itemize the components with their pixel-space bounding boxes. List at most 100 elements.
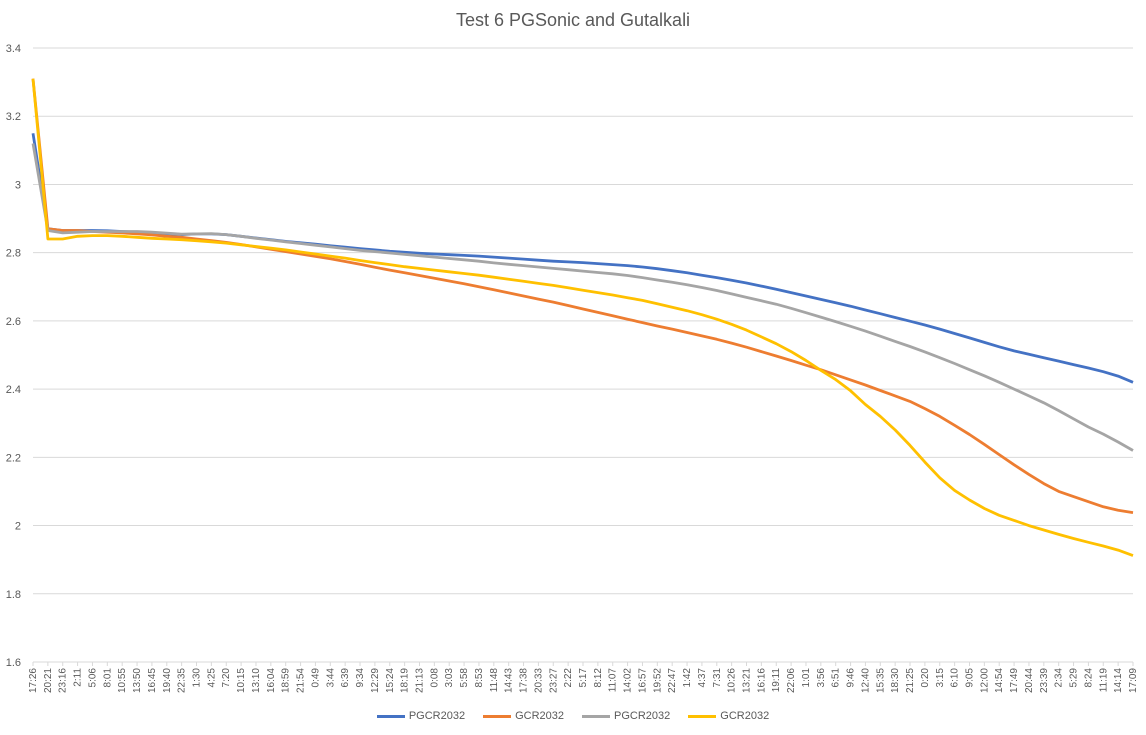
x-tick-label: 15:35 (875, 668, 886, 693)
chart-title: Test 6 PGSonic and Gutalkali (455, 10, 691, 30)
legend: PGCR2032 GCR2032 PGCR2032 GCR2032 (0, 710, 1146, 722)
x-tick-label: 6:10 (950, 668, 961, 688)
series-line-2 (31, 78, 1134, 514)
x-tick-label: 2:11 (73, 668, 84, 687)
x-tick-label: 1:01 (801, 668, 812, 688)
x-tick-label: 4:25 (206, 668, 217, 688)
x-tick-label: 15:24 (385, 668, 396, 693)
x-tick-label: 23:27 (548, 668, 559, 693)
legend-item-4: GCR2032 (688, 710, 769, 722)
x-tick-label: 20:33 (533, 668, 544, 693)
x-tick-label: 19:11 (771, 668, 782, 693)
legend-item-1: PGCR2032 (376, 710, 465, 722)
x-tick-label: 11:19 (1098, 668, 1109, 693)
x-tick-label: 5:58 (459, 668, 470, 688)
x-tick-label: 5:17 (578, 668, 589, 688)
x-tick-label: 16:45 (147, 668, 158, 693)
x-tick-label: 18:30 (890, 668, 901, 693)
legend-swatch (582, 714, 610, 718)
series-lines (31, 78, 1134, 557)
y-tick-label: 2.2 (6, 452, 21, 464)
series-line-1 (31, 133, 1134, 384)
x-tick-label: 9:34 (355, 668, 366, 688)
x-tick-label: 9:46 (846, 668, 857, 688)
x-tick-label: 22:47 (667, 668, 678, 693)
x-tick-label: 16:16 (756, 668, 767, 693)
legend-label: GCR2032 (720, 710, 770, 722)
x-tick-label: 6:39 (340, 668, 351, 688)
x-tick-label: 7:31 (712, 668, 723, 688)
x-tick-label: 8:01 (102, 668, 113, 688)
x-tick-label: 16:04 (266, 668, 277, 693)
series-line-3 (31, 143, 1134, 452)
y-tick-label: 3 (15, 179, 21, 191)
x-tick-label: 0:20 (920, 668, 931, 688)
x-tick-label: 21:13 (414, 668, 425, 693)
x-tick-label: 11:48 (489, 668, 500, 693)
y-tick-label: 2.8 (6, 248, 21, 260)
x-tick-label: 13:10 (251, 668, 262, 693)
y-tick-label: 2 (15, 521, 21, 533)
x-tick-label: 11:07 (608, 668, 619, 693)
x-tick-label: 20:21 (43, 668, 54, 693)
x-tick-label: 0:49 (310, 668, 321, 688)
x-tick-label: 22:35 (177, 668, 188, 693)
x-tick-label: 6:51 (831, 668, 842, 688)
x-tick-label: 21:25 (905, 668, 916, 693)
x-tick-label: 7:20 (221, 668, 232, 688)
series-line-4 (31, 78, 1134, 557)
x-tick-label: 0:08 (429, 668, 440, 688)
x-tick-label: 3:15 (935, 668, 946, 688)
x-tick-label: 8:53 (474, 668, 485, 688)
x-tick-label: 12:00 (979, 668, 990, 693)
x-axis-ticks: 17:26 20:21 23:16 2:11 5:06 8:01 10:55 13:50 16:… (28, 661, 1139, 693)
y-axis-ticks: 1.6 1.8 2 2.2 2.4 2.6 2.8 3 3.2 3.4 (6, 43, 21, 669)
x-tick-label: 12:29 (370, 668, 381, 693)
legend-swatch (483, 714, 512, 718)
x-tick-label: 17:09 (1128, 668, 1139, 693)
y-tick-label: 2.4 (6, 384, 21, 396)
x-tick-label: 9:05 (964, 668, 975, 688)
legend-swatch (376, 714, 405, 718)
x-tick-label: 19:52 (652, 668, 663, 693)
gridlines (33, 47, 1133, 663)
x-tick-label: 16:57 (637, 668, 648, 693)
y-tick-label: 2.6 (6, 316, 21, 328)
legend-label: PGCR2032 (614, 710, 671, 722)
x-tick-label: 13:21 (742, 668, 753, 693)
x-tick-label: 18:19 (400, 668, 411, 693)
x-tick-label: 13:50 (132, 668, 143, 693)
x-tick-label: 5:06 (87, 668, 98, 688)
x-tick-label: 3:03 (444, 668, 455, 688)
legend-item-3: PGCR2032 (582, 710, 670, 722)
y-tick-label: 3.2 (6, 111, 21, 123)
legend-item-2: GCR2032 (483, 710, 564, 722)
x-tick-label: 17:38 (519, 668, 530, 693)
x-tick-label: 10:55 (117, 668, 128, 693)
x-tick-label: 14:02 (623, 668, 634, 693)
x-tick-label: 17:26 (28, 668, 39, 693)
legend-swatch (688, 714, 717, 718)
x-tick-label: 12:40 (860, 668, 871, 693)
x-tick-label: 14:54 (994, 668, 1005, 693)
x-tick-label: 14:14 (1113, 668, 1124, 693)
x-tick-label: 21:54 (296, 668, 307, 693)
legend-label: GCR2032 (515, 710, 564, 722)
y-tick-label: 1.6 (6, 657, 21, 669)
x-tick-label: 19:40 (162, 668, 173, 693)
x-tick-label: 10:26 (727, 668, 738, 693)
x-tick-label: 3:56 (816, 668, 827, 688)
x-tick-label: 4:37 (697, 668, 708, 688)
x-tick-label: 8:24 (1083, 668, 1094, 688)
x-tick-label: 3:44 (325, 668, 336, 688)
x-tick-label: 1:42 (682, 668, 693, 688)
x-tick-label: 5:29 (1069, 668, 1080, 688)
x-tick-label: 22:06 (786, 668, 797, 693)
x-tick-label: 20:44 (1024, 668, 1035, 693)
y-tick-label: 1.8 (6, 589, 21, 601)
x-tick-label: 17:49 (1009, 668, 1020, 693)
x-tick-label: 1:30 (192, 668, 203, 688)
x-tick-label: 23:39 (1039, 668, 1050, 693)
x-tick-label: 14:43 (504, 668, 515, 693)
